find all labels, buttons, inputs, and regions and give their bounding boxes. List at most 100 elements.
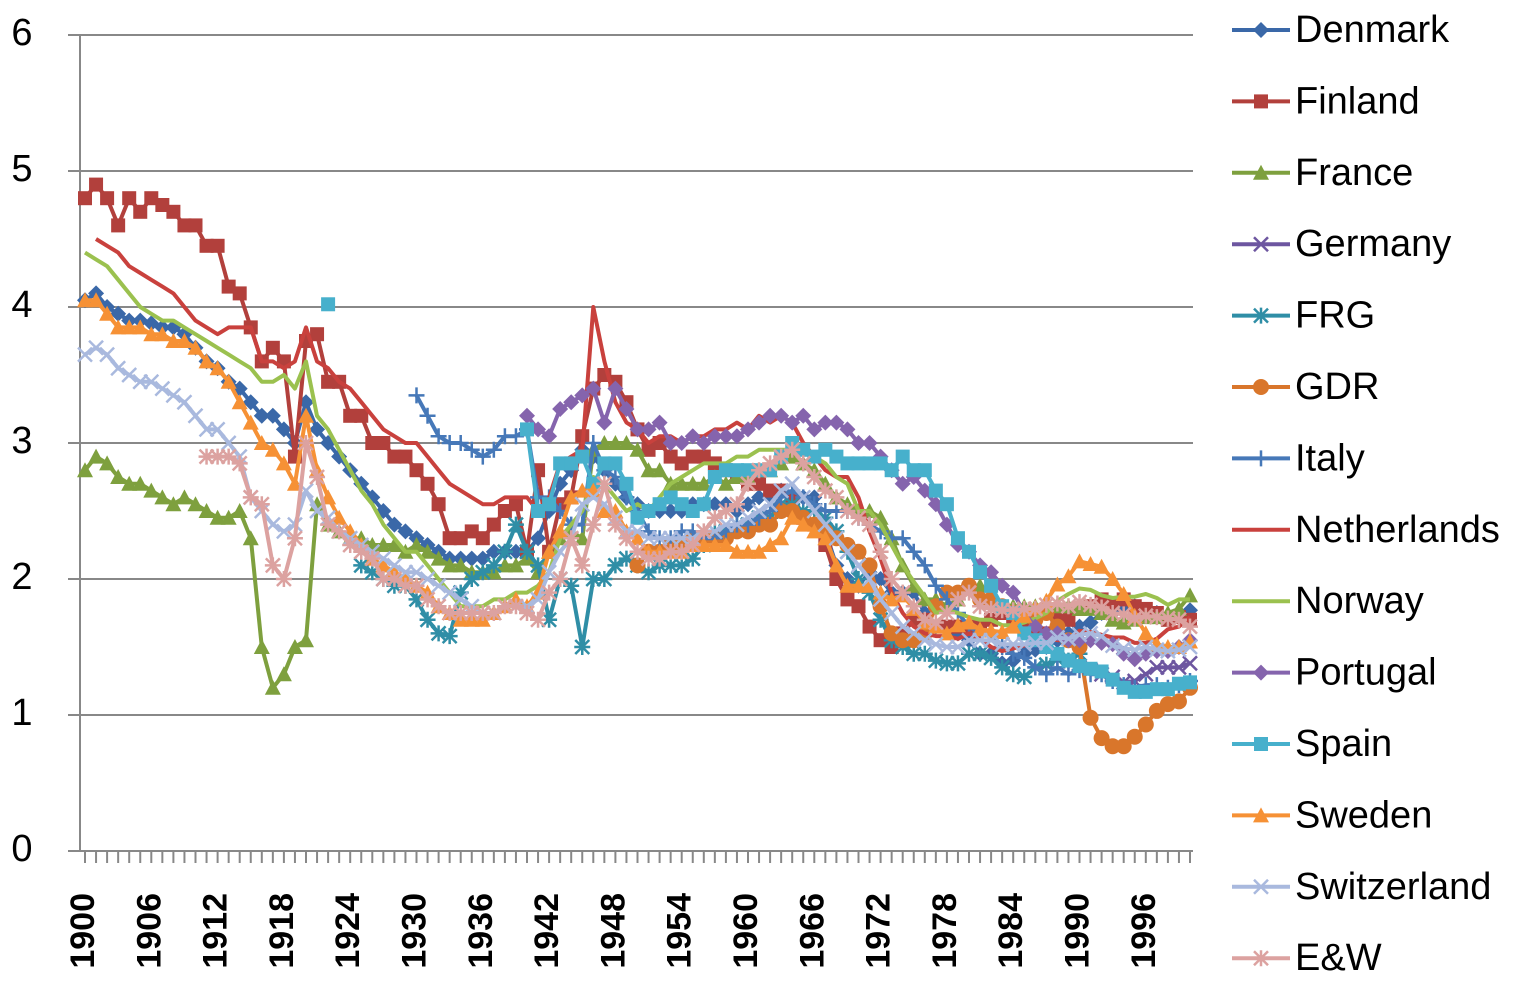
marker bbox=[795, 489, 812, 506]
marker bbox=[950, 531, 965, 546]
marker bbox=[763, 483, 778, 498]
marker bbox=[485, 543, 502, 560]
marker bbox=[872, 543, 889, 560]
marker bbox=[276, 523, 292, 540]
marker bbox=[220, 435, 237, 451]
marker bbox=[1105, 672, 1120, 687]
marker bbox=[264, 407, 281, 424]
marker bbox=[839, 421, 856, 438]
marker bbox=[684, 428, 701, 445]
marker bbox=[553, 456, 568, 471]
marker bbox=[596, 475, 613, 492]
marker bbox=[210, 238, 225, 253]
marker bbox=[563, 577, 580, 594]
marker bbox=[430, 577, 447, 594]
marker bbox=[663, 490, 678, 505]
marker bbox=[408, 564, 425, 581]
marker bbox=[717, 475, 734, 491]
marker bbox=[662, 503, 679, 519]
marker bbox=[673, 475, 690, 491]
legend-label: Portugal bbox=[1295, 652, 1437, 694]
marker bbox=[165, 496, 182, 512]
marker bbox=[452, 591, 469, 608]
marker bbox=[398, 449, 413, 464]
series bbox=[77, 339, 1198, 659]
legend-item: Finland bbox=[1232, 80, 1420, 122]
marker bbox=[143, 482, 160, 498]
marker bbox=[585, 571, 602, 587]
marker bbox=[1182, 633, 1198, 649]
marker bbox=[188, 218, 203, 233]
marker bbox=[729, 516, 745, 533]
marker bbox=[1182, 655, 1198, 672]
marker bbox=[386, 537, 403, 552]
marker bbox=[618, 550, 635, 567]
marker bbox=[198, 448, 215, 465]
marker bbox=[475, 531, 490, 546]
marker bbox=[916, 482, 933, 499]
marker bbox=[452, 584, 469, 601]
marker bbox=[176, 333, 193, 348]
marker bbox=[983, 600, 1000, 617]
marker bbox=[673, 557, 690, 574]
marker bbox=[873, 456, 888, 471]
marker bbox=[1038, 596, 1055, 613]
marker bbox=[1116, 680, 1131, 695]
marker bbox=[485, 557, 502, 574]
marker bbox=[883, 591, 900, 607]
marker bbox=[861, 516, 878, 533]
legend-item: Norway bbox=[1232, 580, 1424, 622]
marker bbox=[696, 497, 711, 512]
marker bbox=[121, 367, 138, 383]
marker bbox=[1182, 639, 1198, 655]
marker bbox=[386, 516, 403, 533]
marker bbox=[884, 463, 899, 478]
legend-label: France bbox=[1295, 152, 1413, 194]
marker bbox=[541, 564, 557, 581]
marker bbox=[187, 407, 204, 424]
marker bbox=[961, 645, 977, 662]
marker bbox=[1137, 607, 1154, 624]
x-tick-label: 1972 bbox=[860, 893, 898, 969]
marker bbox=[685, 449, 700, 464]
marker bbox=[253, 407, 270, 424]
marker bbox=[1126, 728, 1143, 745]
marker bbox=[973, 565, 988, 580]
marker bbox=[419, 407, 436, 424]
y-tick-label: 3 bbox=[11, 420, 32, 462]
x-tick-label: 1906 bbox=[130, 893, 168, 969]
x-tick-label: 1900 bbox=[64, 893, 102, 969]
y-tick-label: 2 bbox=[11, 556, 32, 598]
marker bbox=[364, 550, 381, 567]
marker bbox=[375, 537, 392, 552]
marker bbox=[286, 639, 303, 654]
marker bbox=[496, 557, 513, 573]
marker bbox=[751, 414, 768, 431]
marker bbox=[685, 504, 700, 518]
marker bbox=[165, 333, 182, 348]
marker bbox=[862, 619, 877, 634]
x-tick-label: 1954 bbox=[661, 893, 699, 969]
marker bbox=[741, 463, 755, 478]
marker bbox=[1094, 664, 1109, 679]
marker bbox=[275, 571, 292, 587]
marker bbox=[585, 380, 602, 397]
marker bbox=[851, 599, 866, 614]
marker bbox=[994, 659, 1011, 676]
marker bbox=[784, 414, 801, 431]
marker bbox=[353, 543, 370, 560]
marker bbox=[706, 496, 723, 513]
marker bbox=[242, 489, 259, 506]
marker bbox=[574, 496, 591, 513]
marker bbox=[684, 550, 701, 567]
marker bbox=[728, 543, 745, 559]
marker bbox=[430, 625, 447, 642]
legend-label: Germany bbox=[1295, 223, 1451, 265]
marker bbox=[773, 503, 790, 519]
marker bbox=[541, 543, 558, 559]
marker bbox=[905, 645, 922, 662]
marker bbox=[828, 530, 845, 547]
marker bbox=[1016, 600, 1033, 617]
marker bbox=[1005, 602, 1022, 619]
marker bbox=[707, 470, 722, 484]
